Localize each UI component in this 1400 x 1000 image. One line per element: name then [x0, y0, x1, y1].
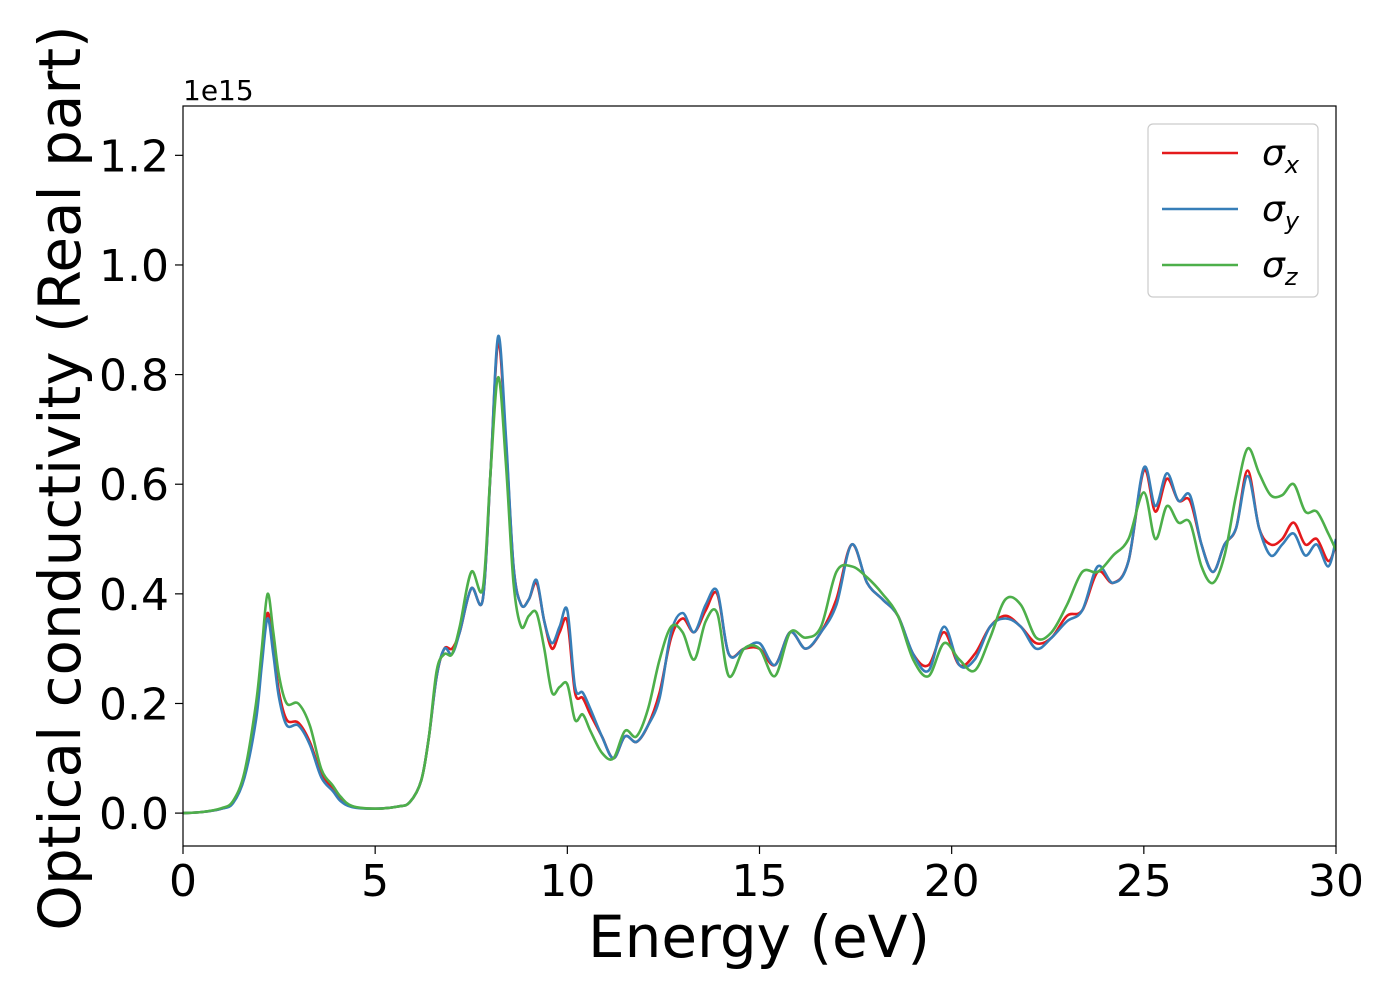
x-tick-label: 5 — [361, 856, 389, 907]
y-axis-title: Optical conductivity (Real part) — [26, 25, 94, 930]
y-tick-label: 1.0 — [99, 241, 169, 292]
x-tick-label: 30 — [1308, 856, 1364, 907]
series-line-3 — [183, 375, 1336, 815]
series-line-2 — [183, 334, 1336, 815]
x-tick-label: 25 — [1116, 856, 1172, 907]
y-tick-label: 0.6 — [99, 460, 169, 511]
legend-label-3: σz — [1262, 245, 1299, 291]
y-tick-label: 0.2 — [99, 679, 169, 730]
x-tick-label: 15 — [732, 856, 788, 907]
y-offset-label: 1e15 — [183, 74, 254, 107]
y-tick-label: 1.2 — [99, 131, 169, 182]
legend-frame — [1147, 123, 1319, 298]
x-tick-label: 10 — [539, 856, 595, 907]
series-line-1 — [183, 340, 1336, 815]
legend-label-2: σy — [1262, 189, 1300, 235]
y-tick-label: 0.0 — [99, 789, 169, 840]
y-tick-label: 0.4 — [99, 570, 169, 621]
y-tick-label: 0.8 — [99, 351, 169, 402]
legend-label-1: σx — [1262, 133, 1300, 179]
plot-lines — [183, 334, 1336, 815]
x-axis: 0 5 10 15 20 25 30 — [169, 846, 1364, 907]
x-tick-label: 20 — [924, 856, 980, 907]
x-axis-title: Energy (eV) — [588, 903, 930, 971]
y-axis: 0.0 0.2 0.4 0.6 0.8 1.0 1.2 — [99, 131, 183, 840]
legend: σx σy σz — [1147, 123, 1319, 298]
x-tick-label: 0 — [169, 856, 197, 907]
